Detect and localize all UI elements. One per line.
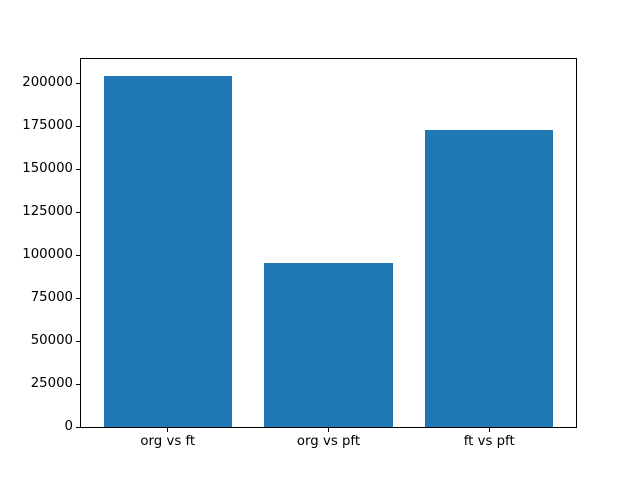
y-tick-mark [76, 168, 80, 170]
y-tick-label: 25000 [30, 376, 73, 392]
x-tick-mark [328, 428, 329, 432]
bar [264, 262, 393, 427]
bar [103, 75, 233, 427]
y-tick-label: 75000 [30, 290, 73, 306]
y-tick-label: 175000 [22, 118, 73, 134]
y-tick-label: 125000 [22, 204, 73, 220]
x-tick-label: org vs ft [140, 434, 196, 449]
y-tick-label: 0 [64, 419, 73, 434]
y-tick-mark [76, 383, 80, 385]
y-tick-mark [76, 125, 80, 127]
y-tick-label: 50000 [30, 333, 73, 349]
plot-area: 0 25000 50000 75000 100000 125000 150000 175000… [22, 58, 577, 449]
y-tick-mark [76, 82, 80, 84]
x-tick-label: org vs pft [296, 434, 361, 449]
y-tick-mark [76, 211, 80, 213]
y-tick-label: 150000 [22, 161, 73, 177]
x-tick-mark [488, 428, 490, 432]
y-tick-mark [76, 254, 80, 256]
y-tick-mark [76, 426, 80, 428]
y-tick-mark [76, 297, 80, 299]
y-tick-label: 200000 [22, 75, 73, 91]
y-tick-label: 100000 [22, 247, 73, 263]
x-tick-label: ft vs pft [463, 434, 515, 449]
bar [424, 129, 554, 427]
y-tick-mark [76, 340, 80, 342]
x-tick-mark [167, 428, 169, 432]
